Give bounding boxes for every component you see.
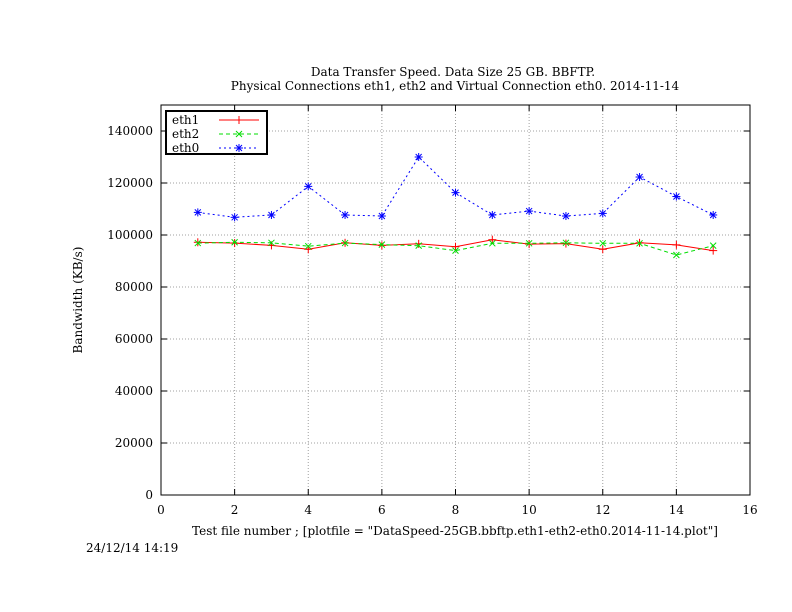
data-point-eth1 (377, 241, 386, 250)
x-tick-label: 4 (304, 503, 312, 517)
data-point-eth1 (672, 240, 681, 249)
data-point-eth2 (268, 239, 275, 247)
data-point-eth2 (636, 239, 643, 247)
legend-label-eth2: eth2 (172, 127, 199, 141)
data-point-eth2 (304, 242, 312, 250)
data-point-eth2 (562, 239, 570, 247)
legend-marker-eth1 (235, 116, 243, 124)
data-point-eth0 (598, 209, 607, 218)
data-point-eth2 (525, 239, 533, 247)
series-eth1 (193, 235, 718, 255)
plot-timestamp: 24/12/14 14:19 (86, 541, 178, 555)
data-point-eth0 (451, 188, 460, 197)
data-point-eth1 (414, 239, 423, 248)
data-point-eth2 (673, 251, 680, 259)
data-point-eth0 (267, 210, 276, 219)
data-point-eth2 (231, 238, 238, 246)
y-tick-label: 60000 (115, 332, 153, 346)
x-tick-label: 12 (595, 503, 610, 517)
data-point-eth0 (304, 182, 313, 191)
legend-box (165, 110, 268, 155)
data-point-eth2 (452, 247, 459, 254)
series-eth2 (194, 238, 717, 259)
data-point-eth0 (672, 192, 681, 201)
data-point-eth2 (599, 239, 607, 247)
data-point-eth0 (635, 173, 644, 182)
legend-marker-eth0 (235, 144, 243, 152)
data-point-eth0 (414, 153, 423, 161)
axis-ticks: 0 2 4 6 8 10 12 14 16 0 20000 40000 60000 80000 100000… (107, 105, 758, 517)
data-point-eth0 (525, 207, 534, 216)
data-point-eth0 (709, 210, 718, 219)
data-point-eth1 (193, 238, 202, 247)
chart-title: Data Transfer Speed. Data Size 25 GB. BB… (311, 65, 595, 79)
series-eth0 (193, 153, 718, 222)
y-axis-label: Bandwidth (KB/s) (71, 247, 85, 354)
x-tick-label: 0 (157, 503, 165, 517)
data-point-eth0 (230, 213, 239, 222)
data-point-eth0 (377, 212, 386, 221)
x-tick-label: 6 (378, 503, 386, 517)
data-point-eth2 (378, 241, 386, 248)
legend-label-eth0: eth0 (172, 141, 199, 155)
y-tick-label: 0 (145, 488, 153, 502)
data-point-eth2 (194, 239, 202, 247)
data-point-eth0 (488, 210, 497, 219)
data-point-eth0 (341, 210, 350, 219)
data-point-eth1 (709, 246, 718, 255)
y-tick-label: 140000 (107, 124, 153, 138)
data-point-eth1 (451, 242, 460, 251)
data-point-eth0 (193, 208, 202, 217)
x-axis-label: Test file number ; [plotfile = "DataSpee… (192, 524, 718, 538)
x-tick-label: 16 (742, 503, 757, 517)
y-tick-label: 100000 (107, 228, 153, 242)
data-point-eth1 (230, 239, 239, 248)
data-point-eth2 (488, 239, 496, 247)
x-tick-label: 10 (521, 503, 536, 517)
chart-subtitle: Physical Connections eth1, eth2 and Virt… (231, 79, 680, 93)
data-point-eth1 (488, 235, 497, 244)
x-tick-label: 8 (452, 503, 460, 517)
data-point-eth0 (561, 212, 570, 221)
y-tick-label: 120000 (107, 176, 153, 190)
grid-lines (161, 105, 750, 495)
data-point-eth1 (561, 239, 570, 248)
legend-label-eth1: eth1 (172, 113, 199, 127)
data-point-eth1 (525, 240, 534, 249)
data-point-eth2 (341, 239, 349, 247)
series-line-eth2 (197, 241, 714, 256)
data-point-eth1 (598, 245, 607, 254)
legend-marker-eth2 (235, 130, 243, 138)
series-line-eth0 (197, 156, 714, 218)
data-point-eth2 (709, 242, 717, 250)
data-point-eth2 (415, 242, 423, 250)
x-tick-label: 2 (231, 503, 239, 517)
series-layer (193, 153, 718, 259)
y-tick-label: 40000 (115, 384, 153, 398)
y-tick-label: 80000 (115, 280, 153, 294)
y-tick-label: 20000 (115, 436, 153, 450)
x-tick-label: 14 (669, 503, 685, 517)
plot-frame (160, 104, 751, 496)
